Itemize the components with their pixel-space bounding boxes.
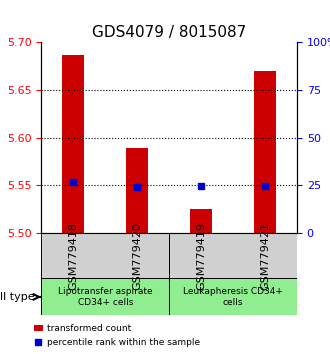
Text: GSM779419: GSM779419	[196, 222, 206, 290]
Bar	[254, 71, 276, 233]
Text: GSM779418: GSM779418	[68, 222, 78, 290]
Bar	[62, 55, 84, 233]
Bar	[41, 233, 169, 278]
Legend: transformed count, percentile rank within the sample: transformed count, percentile rank withi…	[31, 321, 203, 349]
Text: Lipotransfer aspirate
CD34+ cells: Lipotransfer aspirate CD34+ cells	[58, 287, 152, 307]
Text: GSM779420: GSM779420	[132, 222, 142, 290]
Bar	[126, 148, 148, 233]
Bar	[169, 233, 297, 278]
Bar	[190, 209, 212, 233]
Bar	[169, 278, 297, 315]
Title: GDS4079 / 8015087: GDS4079 / 8015087	[92, 25, 246, 40]
Text: GSM779421: GSM779421	[260, 222, 270, 290]
Bar	[41, 278, 169, 315]
Text: cell type: cell type	[0, 292, 35, 302]
Text: Leukapheresis CD34+
cells: Leukapheresis CD34+ cells	[183, 287, 283, 307]
